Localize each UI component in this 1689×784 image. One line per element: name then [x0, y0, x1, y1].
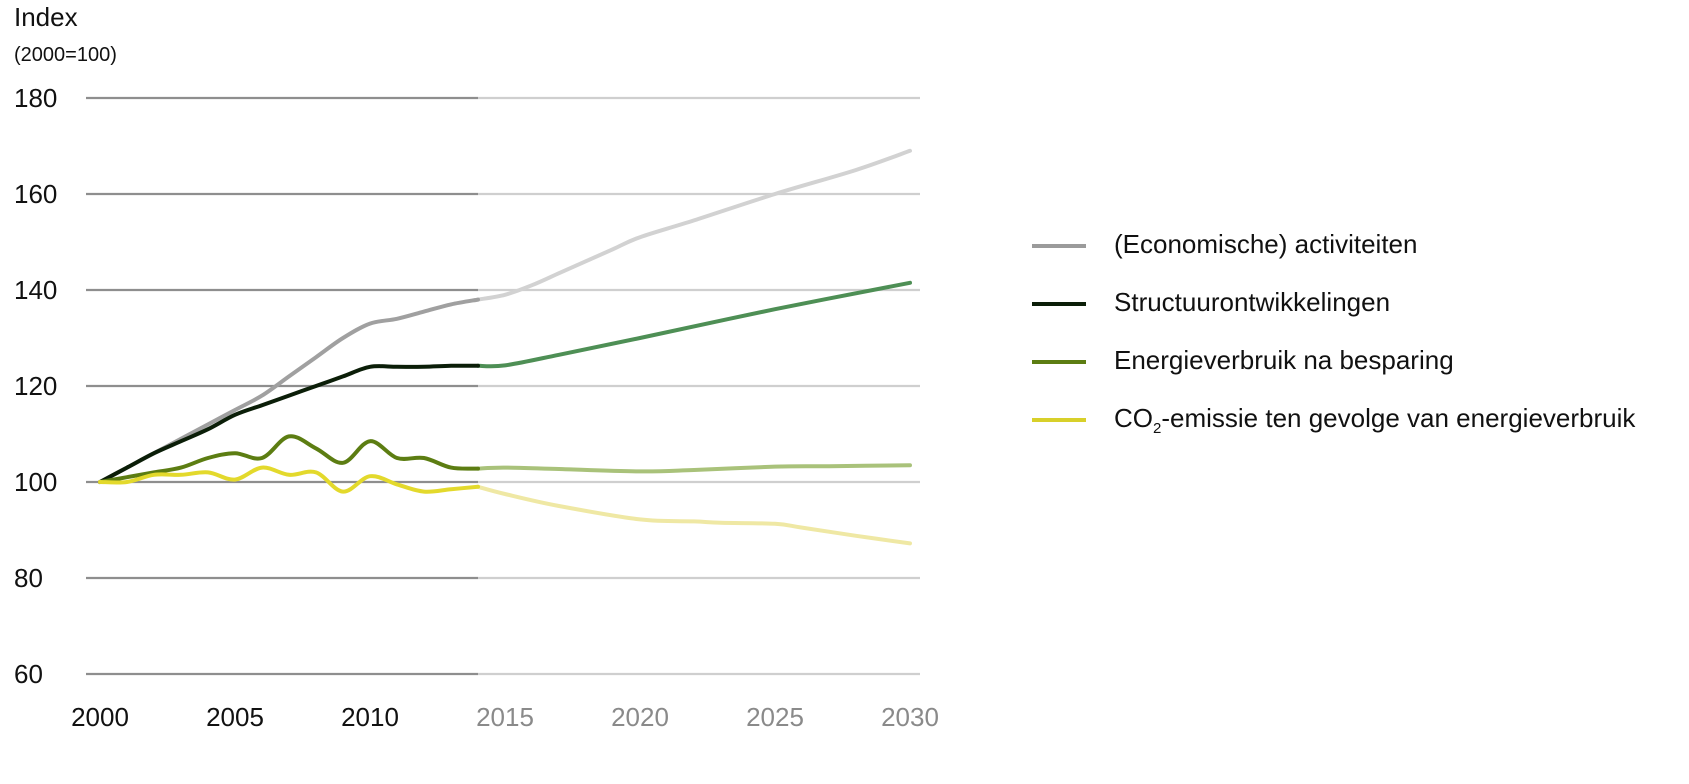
series-line-projection-1: [476, 280, 912, 369]
x-tick-label: 2025: [746, 702, 804, 732]
y-axis-subtitle: (2000=100): [14, 44, 117, 66]
series-line-history-2: [98, 434, 480, 484]
legend-swatch: [1032, 360, 1086, 364]
y-tick-label: 80: [14, 563, 43, 593]
series-line-history-3: [98, 465, 480, 494]
legend-swatch: [1032, 418, 1086, 422]
series-line-projection-3: [476, 484, 912, 546]
series-line-history-1: [98, 363, 480, 484]
y-tick-label: 100: [14, 467, 57, 497]
legend-swatch: [1032, 302, 1086, 306]
legend-co2-suffix: -emissie ten gevolge van energieverbruik: [1161, 403, 1636, 433]
series-line-projection-2: [476, 463, 912, 474]
series-line-history-0: [98, 297, 480, 484]
x-tick-label: 2005: [206, 702, 264, 732]
y-tick-label: 160: [14, 179, 57, 209]
y-tick-label: 120: [14, 371, 57, 401]
legend-label: Energieverbruik na besparing: [1114, 345, 1454, 375]
legend-co2-prefix: CO: [1114, 403, 1153, 433]
x-tick-label: 2000: [71, 702, 129, 732]
legend-co2-subscript: 2: [1153, 420, 1162, 437]
y-tick-label: 60: [14, 659, 43, 689]
x-tick-label: 2015: [476, 702, 534, 732]
x-tick-label: 2010: [341, 702, 399, 732]
legend-label: CO2-emissie ten gevolge van energieverbr…: [1114, 398, 1635, 449]
x-tick-label: 2030: [881, 702, 939, 732]
legend-swatch: [1032, 244, 1086, 248]
line-chart: 60 80 100 120 140 160 180 2000 2005 2010 2015 2020 2…: [14, 83, 939, 732]
y-tick-label: 140: [14, 275, 57, 305]
legend-label: Structuurontwikkelingen: [1114, 287, 1391, 317]
legend-label: (Economische) activiteiten: [1114, 229, 1418, 259]
y-tick-label: 180: [14, 83, 57, 113]
x-tick-label: 2020: [611, 702, 669, 732]
y-axis-title: Index: [14, 2, 78, 32]
series-line-projection-0: [476, 148, 912, 302]
